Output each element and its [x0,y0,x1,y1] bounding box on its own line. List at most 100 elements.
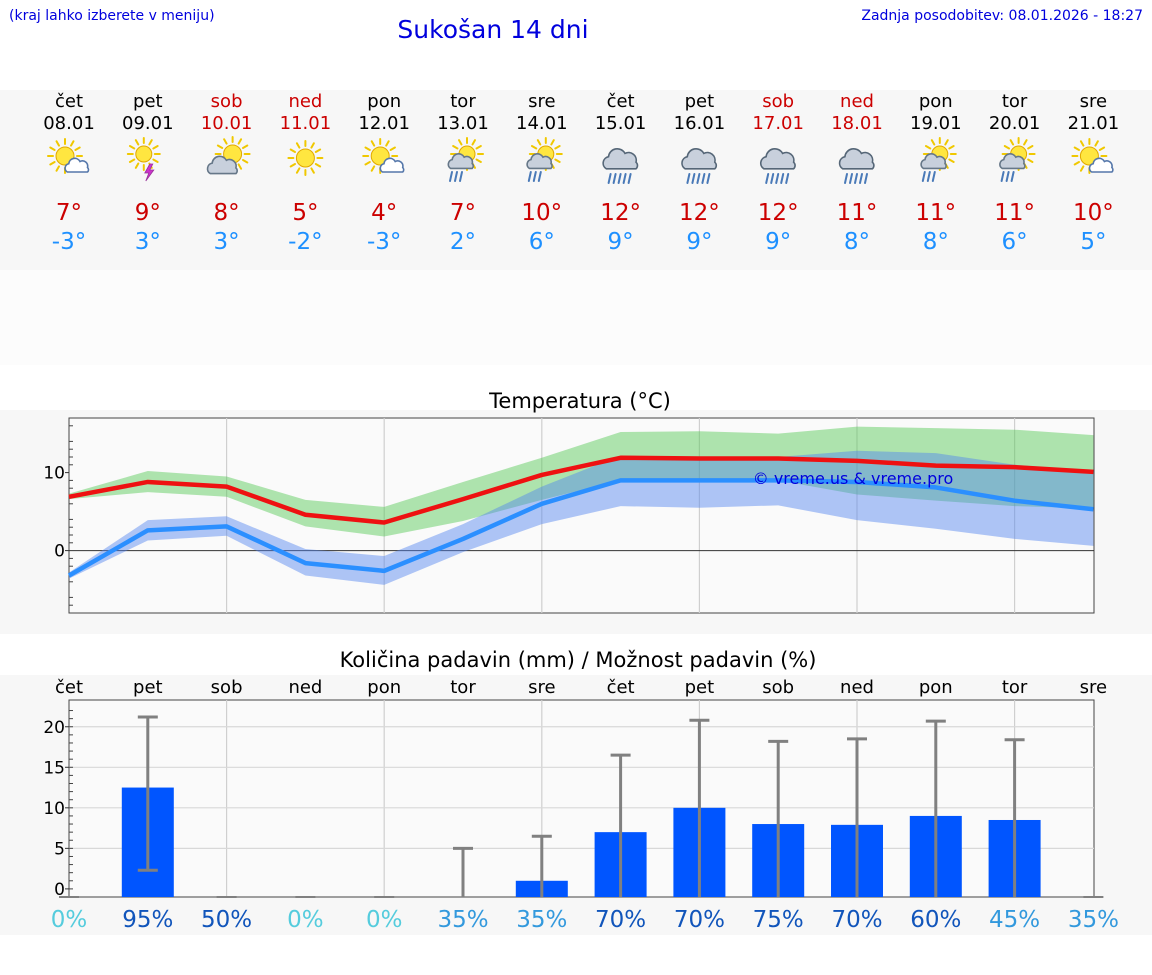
precip-chance-label: 50% [201,907,252,933]
forecast-tmax: 8° [214,200,240,226]
rain-drop [612,173,617,184]
precipitation-chart: 0 5 10 15 20 čet 0% pet 95% sob 50% ned 0% pon 0% tor 35… [43,648,1119,933]
sun-ray [924,145,932,150]
cloud-shape [760,147,796,170]
last-update: Zadnja posodobitev: 08.01.2026 - 18:27 [861,8,1143,24]
temp-ytick-label: 10 [43,464,65,484]
forecast-day-label: sre [1080,91,1107,112]
sun-cloud-icon [362,138,405,174]
forecast-day-label: tor [1002,91,1028,112]
temp-line-tmin [67,478,1094,578]
cloud-shape [1088,157,1114,173]
rain-drop [459,171,463,182]
precip-day-label: sre [528,677,555,698]
forecast-day-label: sob [762,91,794,112]
sun-ray [55,165,60,172]
precip-ytick-label: 15 [43,758,65,778]
lightning-bolt [144,163,155,182]
rain-drop [527,171,532,182]
sun-ray [554,145,561,150]
rain-drop [785,173,790,184]
rain-drop [931,171,936,182]
forecast-date-label: 15.01 [595,113,647,134]
cloud-shape [602,147,639,170]
temperature-chart: 0 10 Temperatura (°C) © vreme.us & vreme.pr… [43,389,1095,614]
rain-drop [532,171,537,182]
sun-ray [475,145,482,150]
rain-drop [701,173,706,184]
precip-chance-label: 35% [1068,907,1119,933]
sun-ray [237,163,243,170]
forecast-date-label: 08.01 [43,113,95,134]
sun-ray [55,140,60,147]
forecast-day-label: pet [685,91,715,112]
sun-rain-icon [526,137,563,182]
cloud-rain-icon [838,147,875,184]
sun-ray [389,146,396,151]
precip-chance-label: 0% [366,907,403,933]
precip-day-label: sob [211,677,243,698]
forecast-tmax: 10° [521,200,562,226]
spacer-band [0,270,1152,365]
forecast-date-label: 10.01 [201,113,253,134]
forecast-tmin: -3° [52,229,86,255]
rain-drop [607,173,612,184]
sun-ray [241,144,249,149]
rain-drop [859,173,863,184]
forecast-date-label: 16.01 [674,113,726,134]
rain-drop [775,173,780,184]
forecast-date-label: 21.01 [1068,113,1120,134]
precip-chance-label: 60% [910,907,961,933]
sun-ray [152,158,159,163]
rain-drop [1000,171,1005,182]
forecast-day-label: pet [133,91,163,112]
rain-drop [537,171,542,182]
cloud-shape [920,153,947,170]
rain-drop [1005,171,1010,182]
forecast-day-label: čet [55,91,83,112]
rain-drop [706,173,711,184]
precip-day-label: tor [450,677,476,698]
forecast-tmin: 5° [1080,229,1106,255]
sun-ray [1009,139,1015,146]
temp-band-tmin [69,450,1094,585]
forecast-day-label: sob [211,91,243,112]
rain-drop [454,171,458,182]
precip-day-label: sob [762,677,794,698]
cloud-shape [681,147,718,170]
rain-drop [849,173,853,184]
rain-drop [765,173,770,184]
sun-rain-icon [447,137,484,182]
precip-day-label: čet [607,677,635,698]
precip-chance-label: 70% [674,907,725,933]
forecast-day-label: tor [450,91,476,112]
temp-plot-area [68,417,1095,614]
page-title: Sukošan 14 dni [397,15,589,44]
forecast-day-label: sre [528,91,555,112]
cloud-sun-icon [206,136,251,175]
sun-ray [948,158,955,163]
precip-chance-label: 35% [516,907,567,933]
sun-ray [458,139,463,146]
sun-ray [475,158,482,163]
temp-chart-title: Temperatura (°C) [488,389,671,413]
sun-ray [148,139,153,146]
cloud-shape [999,153,1026,170]
forecast-tmax: 5° [292,200,318,226]
sun-ray [370,140,376,147]
forecast-tmin: 9° [765,229,791,255]
forecast-date-label: 18.01 [831,113,883,134]
sun-ray [1079,165,1085,172]
rain-drop [449,171,453,182]
rain-drop [691,173,696,184]
cloud-shape [379,157,405,173]
sun-ray [74,146,81,151]
forecast-date-label: 19.01 [910,113,962,134]
cloud-shape [206,155,238,175]
forecast-day-label: ned [840,91,874,112]
menu-hint[interactable]: (kraj lahko izberete v meniju) [9,8,215,24]
sun-ray [241,159,249,164]
sun-ray [550,139,555,146]
sun-ray [536,139,542,146]
